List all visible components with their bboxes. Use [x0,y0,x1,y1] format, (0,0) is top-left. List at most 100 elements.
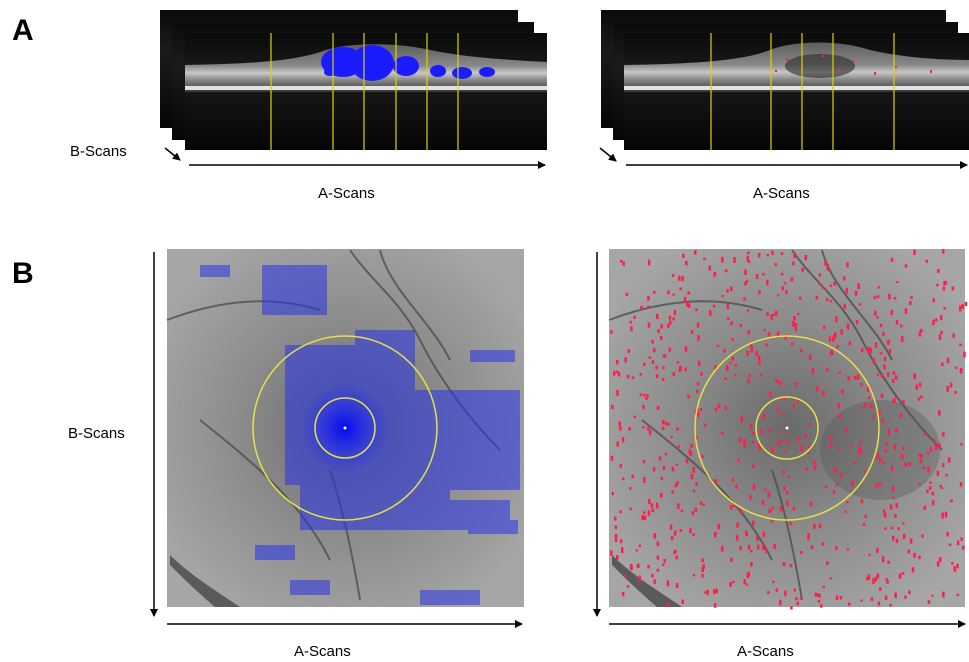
red-marker [699,501,703,505]
red-marker [961,303,964,309]
red-marker [849,443,853,447]
red-marker [692,489,696,493]
red-marker [699,408,703,411]
red-marker [631,474,634,479]
red-marker [810,545,814,549]
red-marker [724,377,727,380]
red-marker [648,498,651,505]
red-marker [902,400,905,405]
red-marker [640,305,643,310]
red-marker [631,376,635,380]
red-marker [760,428,763,434]
red-marker [667,323,670,328]
red-marker [885,578,888,581]
red-marker [946,385,949,392]
red-marker [651,573,654,578]
red-marker [622,261,625,266]
red-marker [638,575,641,582]
oct-fluid-dark-region [785,54,855,78]
red-marker [858,445,861,451]
red-marker [793,316,796,321]
red-marker [944,511,948,518]
red-marker [724,269,728,273]
panel-a-letter: A [12,14,34,47]
red-marker [879,587,882,591]
red-marker [890,257,894,262]
red-marker [837,402,840,409]
red-marker [673,310,677,316]
red-marker [897,527,900,531]
red-marker [784,590,787,597]
red-marker [884,527,887,530]
red-marker [643,477,646,483]
red-marker [814,592,818,597]
red-marker [872,578,875,584]
red-marker [671,490,674,494]
red-marker [867,574,871,580]
red-marker [838,371,841,375]
red-marker [929,447,933,452]
red-marker [826,561,829,565]
red-marker [847,376,850,381]
red-marker [947,457,951,463]
red-marker [645,396,648,400]
red-marker [951,286,955,291]
red-marker [653,291,656,294]
red-marker [642,460,646,464]
red-marker [857,283,860,289]
red-marker [643,515,647,521]
red-marker [818,273,822,277]
red-marker [909,538,913,544]
red-marker [635,549,638,552]
red-marker [708,265,711,271]
red-marker [782,430,785,434]
red-marker [643,362,646,366]
red-marker [691,511,694,516]
red-marker [694,507,697,513]
red-marker [750,423,753,429]
fundus-dark-vessel [612,555,682,607]
red-marker [786,500,789,506]
red-marker [747,330,750,335]
red-marker [633,415,636,419]
red-marker [619,426,622,431]
red-marker [673,531,677,536]
red-marker [684,346,688,353]
red-marker [750,550,753,553]
red-marker [653,533,656,539]
red-marker [713,532,717,538]
red-marker [899,413,903,418]
red-marker [663,354,667,358]
red-marker [927,466,930,473]
red-marker [870,403,873,409]
red-marker [953,568,957,572]
red-marker [752,431,755,435]
red-marker [656,313,659,319]
red-marker [650,503,654,509]
red-marker [815,295,818,300]
red-marker [818,523,822,529]
red-marker [797,313,800,316]
red-marker [811,367,815,374]
red-marker [770,314,774,320]
red-marker [735,484,738,489]
red-marker [686,301,690,306]
red-marker [846,262,849,268]
red-marker [921,534,924,538]
red-marker [661,378,665,381]
red-marker [887,431,890,436]
panel-b-bscans-label: B-Scans [68,425,125,442]
red-marker [690,443,693,448]
fovea-center-dot [343,426,347,430]
red-marker [839,596,843,600]
red-marker [885,442,888,446]
red-marker [730,286,733,292]
red-marker [846,548,850,551]
red-marker [726,289,729,293]
red-marker [895,503,898,508]
red-marker [747,251,750,255]
red-marker [651,339,654,344]
panel-a-right-bscan-arrow [599,147,617,162]
red-marker [948,543,952,546]
red-marker [919,459,922,464]
